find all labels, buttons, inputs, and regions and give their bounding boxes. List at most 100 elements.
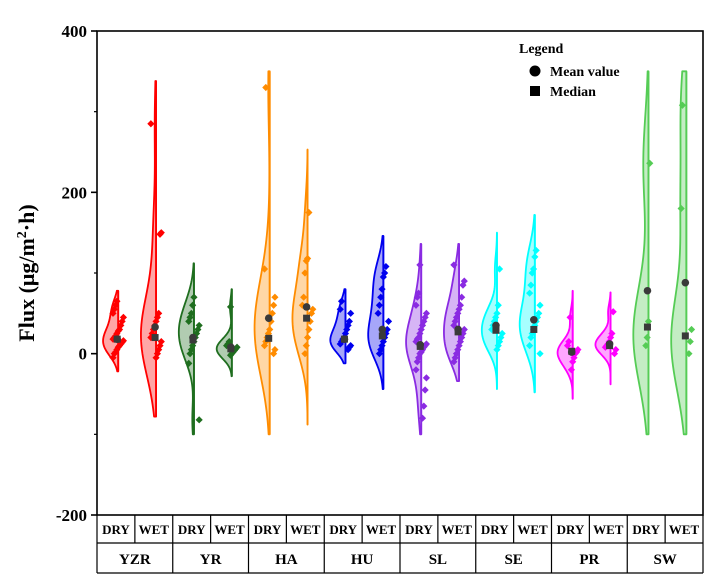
mean-marker <box>454 325 462 334</box>
data-point <box>157 337 165 346</box>
mean-marker <box>227 343 235 352</box>
y-tick-label: 400 <box>62 22 88 41</box>
data-point <box>226 303 235 311</box>
group-label-sw: SW <box>653 552 676 568</box>
data-point <box>421 313 429 321</box>
median-marker <box>643 323 651 331</box>
data-point <box>119 337 128 345</box>
data-point <box>300 293 308 301</box>
data-point <box>493 309 501 317</box>
season-label: WET <box>139 522 170 537</box>
data-point <box>455 342 463 350</box>
data-point <box>186 313 194 321</box>
median-marker <box>303 314 311 322</box>
data-point <box>456 337 464 346</box>
summary-layer <box>113 278 690 356</box>
data-point <box>156 342 164 350</box>
data-point <box>270 350 278 358</box>
violin-sw-dry <box>632 70 650 436</box>
violin-se-wet <box>518 214 536 394</box>
data-point <box>195 416 203 424</box>
data-point <box>532 246 540 255</box>
y-tick-label: 0 <box>79 345 88 364</box>
data-point <box>378 285 386 293</box>
data-point <box>381 269 389 277</box>
data-point <box>347 309 355 317</box>
median-marker <box>151 334 159 342</box>
violin-se-dry <box>480 231 498 391</box>
data-point <box>305 208 313 217</box>
data-point <box>612 346 620 354</box>
data-point <box>528 269 536 277</box>
mean-marker <box>492 321 500 330</box>
data-point <box>526 342 534 350</box>
data-point <box>118 317 126 325</box>
data-point <box>109 354 117 362</box>
data-point <box>271 293 279 301</box>
data-point <box>153 313 161 321</box>
data-point <box>458 293 466 301</box>
data-point <box>345 317 353 325</box>
mean-marker <box>643 286 652 295</box>
data-point <box>267 317 275 325</box>
data-point <box>152 354 160 362</box>
season-label: DRY <box>178 522 206 537</box>
data-point <box>374 309 382 317</box>
data-point <box>337 297 346 305</box>
y-tick-label: 200 <box>62 183 88 202</box>
data-point <box>646 159 654 167</box>
data-point <box>262 83 270 92</box>
data-point <box>527 281 535 289</box>
data-point <box>382 262 390 271</box>
season-label: DRY <box>405 522 433 537</box>
data-point <box>678 101 687 109</box>
data-point <box>187 309 195 317</box>
group-label-ha: HA <box>275 552 298 568</box>
data-point <box>301 350 309 358</box>
violin-sw-wet <box>670 70 688 436</box>
violin-yzr-wet <box>140 80 157 418</box>
data-point <box>570 354 578 362</box>
data-point <box>195 321 203 330</box>
data-point <box>113 346 121 354</box>
mean-marker <box>416 340 425 349</box>
y-axis-title-main: Flux (μg/m <box>14 238 39 342</box>
y-axis-title-tail: ·h) <box>14 204 39 231</box>
season-label: WET <box>517 522 548 537</box>
data-point <box>609 308 617 316</box>
data-point <box>610 350 619 358</box>
season-label: DRY <box>102 522 130 537</box>
y-axis-title: Flux (μg/m2·h) <box>14 204 39 341</box>
data-point <box>271 346 279 354</box>
legend-mean-label: Mean value <box>550 65 620 80</box>
mean-marker <box>189 333 197 342</box>
data-point <box>375 301 384 309</box>
data-point <box>450 261 458 269</box>
violin-ha-wet <box>291 148 309 426</box>
data-point <box>415 354 423 362</box>
legend-median-label: Median <box>550 85 596 100</box>
legend-title: Legend <box>519 42 564 57</box>
data-point <box>460 277 468 285</box>
data-point <box>422 374 431 382</box>
data-point <box>418 414 427 422</box>
data-point <box>421 386 429 394</box>
group-label-hu: HU <box>351 552 374 568</box>
data-point <box>531 253 539 261</box>
data-point <box>347 342 355 350</box>
season-label: WET <box>366 522 397 537</box>
data-point <box>495 265 504 273</box>
data-point <box>185 359 193 367</box>
data-point <box>224 340 232 348</box>
data-point <box>377 293 385 301</box>
data-point <box>492 313 500 321</box>
data-point <box>535 309 543 317</box>
group-label-pr: PR <box>579 552 599 568</box>
data-point <box>260 265 269 273</box>
data-point <box>147 120 155 128</box>
season-label: DRY <box>481 522 509 537</box>
median-marker <box>265 334 273 342</box>
season-label: WET <box>669 522 700 537</box>
data-point <box>266 325 274 334</box>
data-point <box>189 342 197 350</box>
